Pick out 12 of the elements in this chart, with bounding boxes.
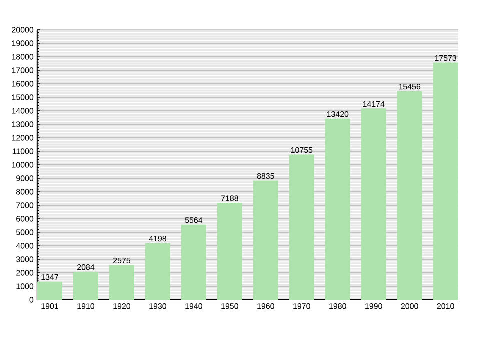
bar: [433, 62, 458, 300]
bar: [145, 243, 170, 300]
bar: [361, 108, 386, 300]
bar: [325, 118, 350, 300]
bar: [289, 154, 314, 300]
bar: [181, 224, 206, 300]
bar: [253, 180, 278, 300]
bar: [217, 202, 242, 300]
bar: [38, 282, 63, 300]
bar: [73, 272, 98, 300]
bar: [397, 91, 422, 300]
bar: [109, 265, 134, 300]
